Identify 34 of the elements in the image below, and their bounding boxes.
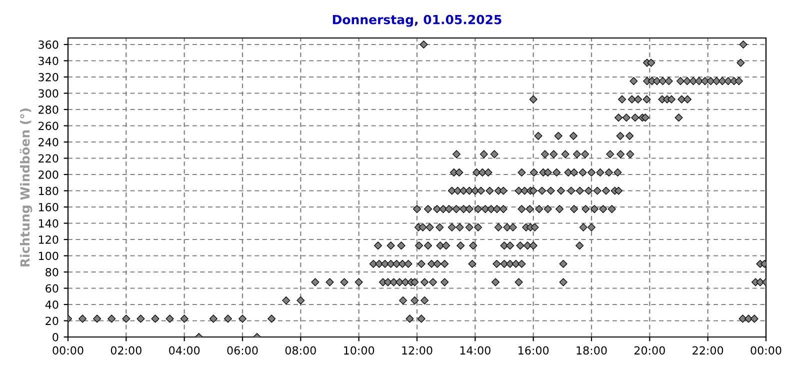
y-tick-label: 160 [38, 202, 58, 212]
y-tick-label: 60 [46, 284, 58, 293]
y-tick-label: 340 [38, 56, 58, 66]
y-tick-label: 20 [46, 316, 58, 326]
x-tick-label: 00:00 [750, 346, 782, 355]
x-tick-label: 10:00 [344, 346, 374, 355]
x-tick-label: 00:00 [52, 346, 84, 355]
y-tick-label: 360 [38, 40, 58, 49]
y-tick-label: 220 [38, 154, 58, 163]
y-tick-label: 100 [38, 252, 58, 260]
y-tick-label: 180 [38, 186, 58, 196]
x-tick-label: 12:00 [402, 346, 432, 355]
x-tick-label: 16:00 [518, 346, 549, 355]
y-tick-label: 140 [38, 219, 58, 228]
y-tick-label: 280 [38, 105, 58, 114]
y-tick-label: 240 [38, 138, 58, 146]
y-tick-label: 0 [52, 332, 58, 342]
chart-title: Donnerstag, 01.05.2025 [332, 14, 502, 27]
y-tick-label: 260 [38, 122, 58, 130]
x-tick-label: 04:00 [169, 346, 200, 355]
x-tick-label: 14:00 [460, 346, 490, 355]
x-tick-label: 08:00 [285, 346, 316, 355]
y-axis-title: Richtung Windböen (°) [20, 108, 32, 266]
y-tick-label: 300 [38, 89, 58, 98]
x-tick-label: 20:00 [634, 346, 665, 355]
x-tick-label: 06:00 [227, 346, 258, 355]
y-tick-label: 120 [38, 235, 58, 244]
x-tick-label: 18:00 [576, 346, 607, 355]
x-tick-label: 22:00 [692, 346, 724, 355]
y-tick-label: 80 [46, 268, 58, 276]
y-tick-label: 200 [38, 170, 58, 179]
x-tick-label: 02:00 [110, 346, 142, 355]
y-tick-label: 40 [45, 300, 58, 309]
y-tick-label: 320 [38, 72, 58, 82]
